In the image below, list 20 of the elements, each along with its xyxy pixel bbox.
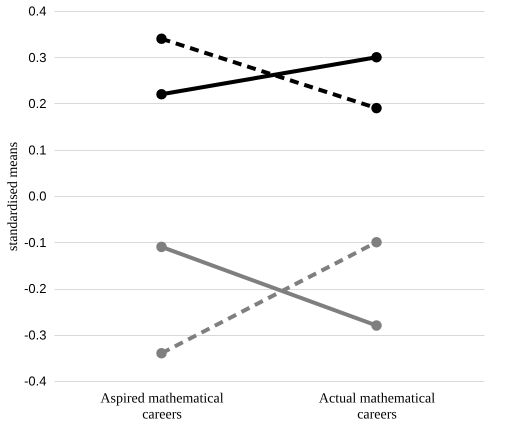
y-tick-label: 0.0: [28, 188, 46, 204]
point: [371, 52, 382, 62]
point: [156, 242, 167, 252]
x-tick-label: Actual mathematical careers: [318, 392, 436, 422]
y-tick-label: 0.4: [28, 4, 46, 18]
point: [371, 237, 382, 248]
y-tick-label: -0.1: [24, 234, 46, 250]
y-tick-label: 0.3: [28, 50, 46, 65]
point: [371, 320, 382, 331]
y-tick-label: -0.3: [24, 327, 46, 342]
point: [156, 89, 167, 100]
point: [156, 348, 167, 358]
y-tick-label: 0.1: [28, 142, 46, 158]
y-axis-title: standardised means: [6, 142, 22, 252]
y-tick-label: -0.2: [24, 281, 46, 296]
y-tick-label: 0.2: [28, 96, 46, 111]
x-tick-label: Aspired mathematical careers: [100, 392, 224, 422]
y-tick-label: -0.4: [24, 374, 46, 388]
point: [156, 34, 167, 44]
point: [371, 102, 382, 114]
